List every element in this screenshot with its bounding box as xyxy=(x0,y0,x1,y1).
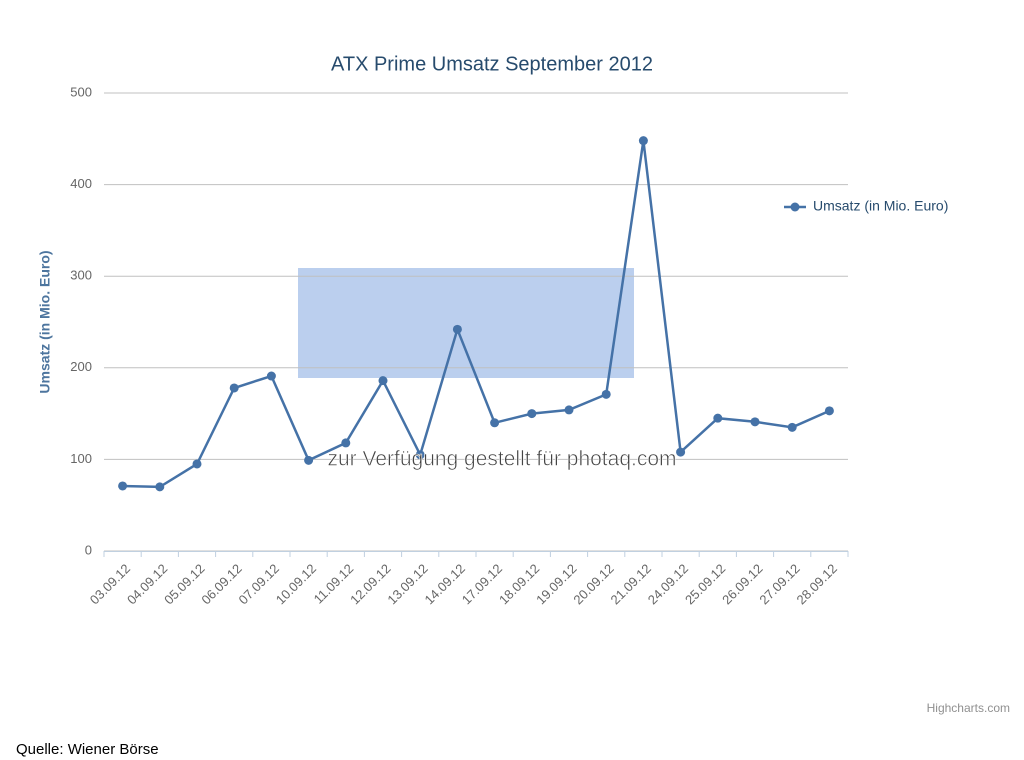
x-tick-label: 19.09.12 xyxy=(533,561,579,607)
point xyxy=(676,447,686,457)
x-tick-label: 04.09.12 xyxy=(124,561,170,607)
x-tick-label: 18.09.12 xyxy=(496,561,542,607)
y-tick-label: 400 xyxy=(70,176,92,191)
chart-title: ATX Prime Umsatz September 2012 xyxy=(331,53,653,75)
x-tick-label: 12.09.12 xyxy=(347,561,393,607)
point xyxy=(415,450,425,460)
point xyxy=(304,455,314,465)
point xyxy=(601,389,611,399)
point xyxy=(824,406,834,416)
point xyxy=(266,371,276,381)
watermark: zur Verfügung gestellt für photaq.com xyxy=(327,448,676,471)
y-tick-label: 300 xyxy=(70,268,92,283)
point xyxy=(155,482,165,492)
legend-label: Umsatz (in Mio. Euro) xyxy=(813,198,948,214)
point xyxy=(490,418,500,428)
point xyxy=(452,324,462,334)
x-tick-label: 10.09.12 xyxy=(273,561,319,607)
x-tick-label: 21.09.12 xyxy=(608,561,654,607)
x-tick-label: 20.09.12 xyxy=(570,561,616,607)
point xyxy=(192,459,202,469)
credits: Highcharts.com xyxy=(927,701,1010,715)
y-tick-label: 500 xyxy=(70,84,92,99)
point xyxy=(118,481,128,491)
y-tick-label: 200 xyxy=(70,359,92,374)
x-tick-label: 05.09.12 xyxy=(161,561,207,607)
point xyxy=(378,376,388,386)
line xyxy=(122,140,830,489)
point xyxy=(750,417,760,427)
source: Quelle: Wiener Börse xyxy=(16,741,159,758)
point xyxy=(638,136,648,146)
watermark-box xyxy=(298,268,634,378)
y-axis-label: Umsatz (in Mio. Euro) xyxy=(37,250,53,393)
x-tick-label: 27.09.12 xyxy=(756,561,802,607)
x-tick-label: 17.09.12 xyxy=(459,561,505,607)
x-tick-label: 26.09.12 xyxy=(719,561,765,607)
x-tick-label: 28.09.12 xyxy=(794,561,840,607)
x-tick-label: 14.09.12 xyxy=(422,561,468,607)
x-tick-label: 13.09.12 xyxy=(384,561,430,607)
x-tick-label: 03.09.12 xyxy=(87,561,133,607)
x-tick-label: 07.09.12 xyxy=(236,561,282,607)
point xyxy=(787,422,797,432)
y-tick-label: 100 xyxy=(70,451,92,466)
point xyxy=(341,438,351,448)
x-tick-label: 06.09.12 xyxy=(198,561,244,607)
x-tick-label: 24.09.12 xyxy=(645,561,691,607)
y-tick-label: 0 xyxy=(85,542,92,557)
point xyxy=(713,413,723,423)
legend-marker xyxy=(790,202,800,212)
x-tick-label: 25.09.12 xyxy=(682,561,728,607)
point xyxy=(229,383,239,393)
point xyxy=(564,405,574,415)
point xyxy=(527,409,537,419)
